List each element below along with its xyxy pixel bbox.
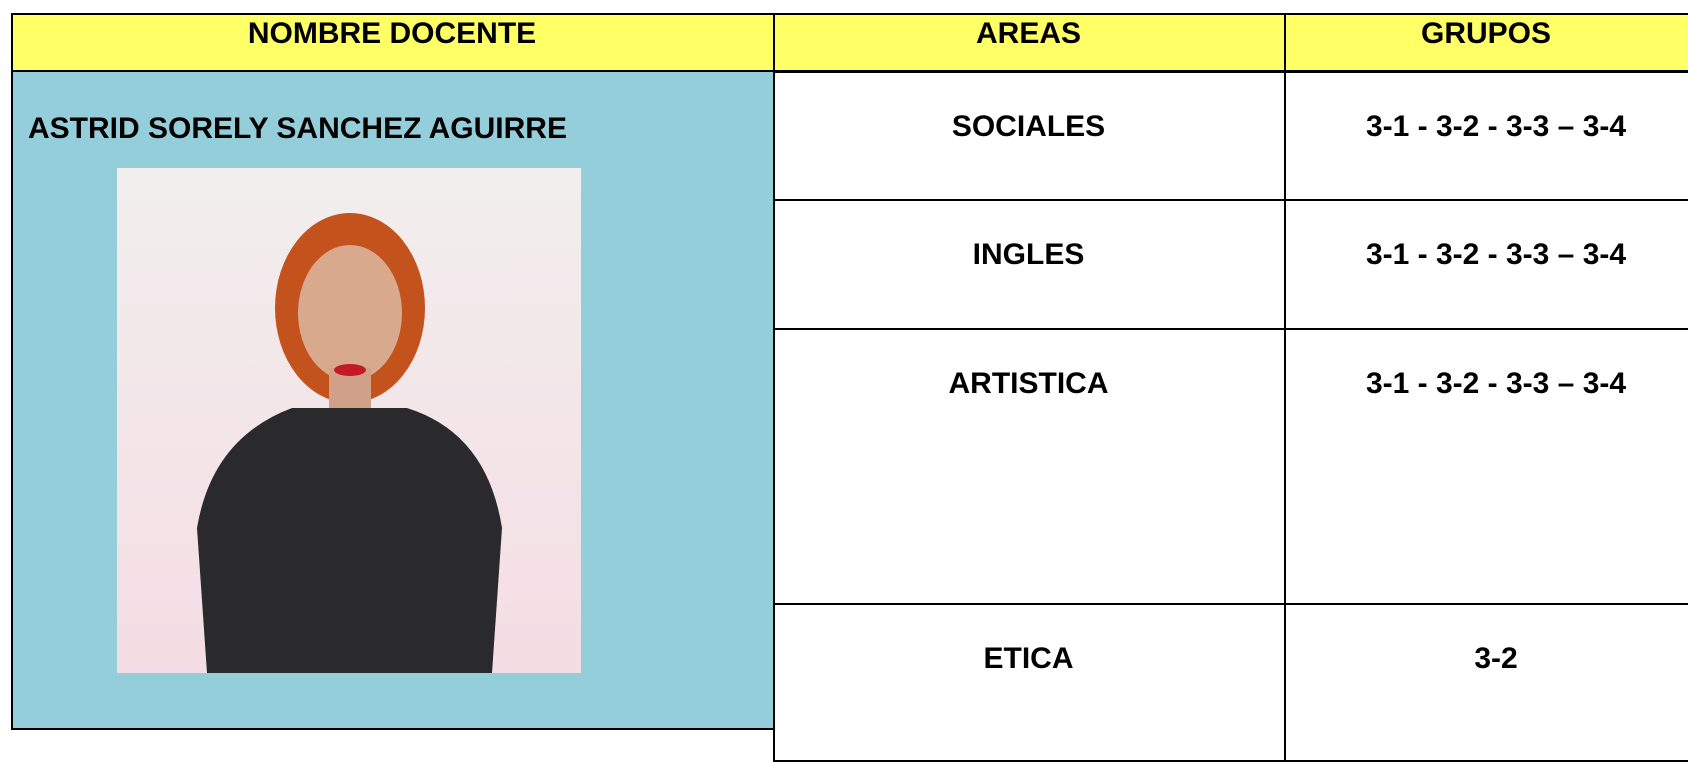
area-label: ARTISTICA [948, 367, 1109, 400]
page: NOMBRE DOCENTE AREAS GRUPOS SOCIALES 3-1 - 3… [11, 13, 1688, 762]
header-label: AREAS [975, 17, 1082, 50]
area-label: SOCIALES [951, 110, 1106, 143]
groups-cell [1284, 603, 1688, 762]
area-label: ETICA [983, 642, 1074, 675]
groups-label: 3-1 - 3-2 - 3-3 – 3-4 [1365, 367, 1627, 400]
header-label: GRUPOS [1420, 17, 1552, 50]
groups-label: 3-1 - 3-2 - 3-3 – 3-4 [1365, 110, 1627, 143]
groups-label: 3-2 [1474, 642, 1518, 675]
area-label: INGLES [972, 238, 1085, 271]
teacher-name: ASTRID SORELY SANCHEZ AGUIRRE [28, 112, 567, 145]
teacher-photo [117, 168, 581, 673]
teacher-cell: ASTRID SORELY SANCHEZ AGUIRRE [11, 70, 775, 730]
groups-label: 3-1 - 3-2 - 3-3 – 3-4 [1365, 238, 1627, 271]
area-cell [773, 603, 1286, 762]
header-label: NOMBRE DOCENTE [247, 17, 537, 50]
